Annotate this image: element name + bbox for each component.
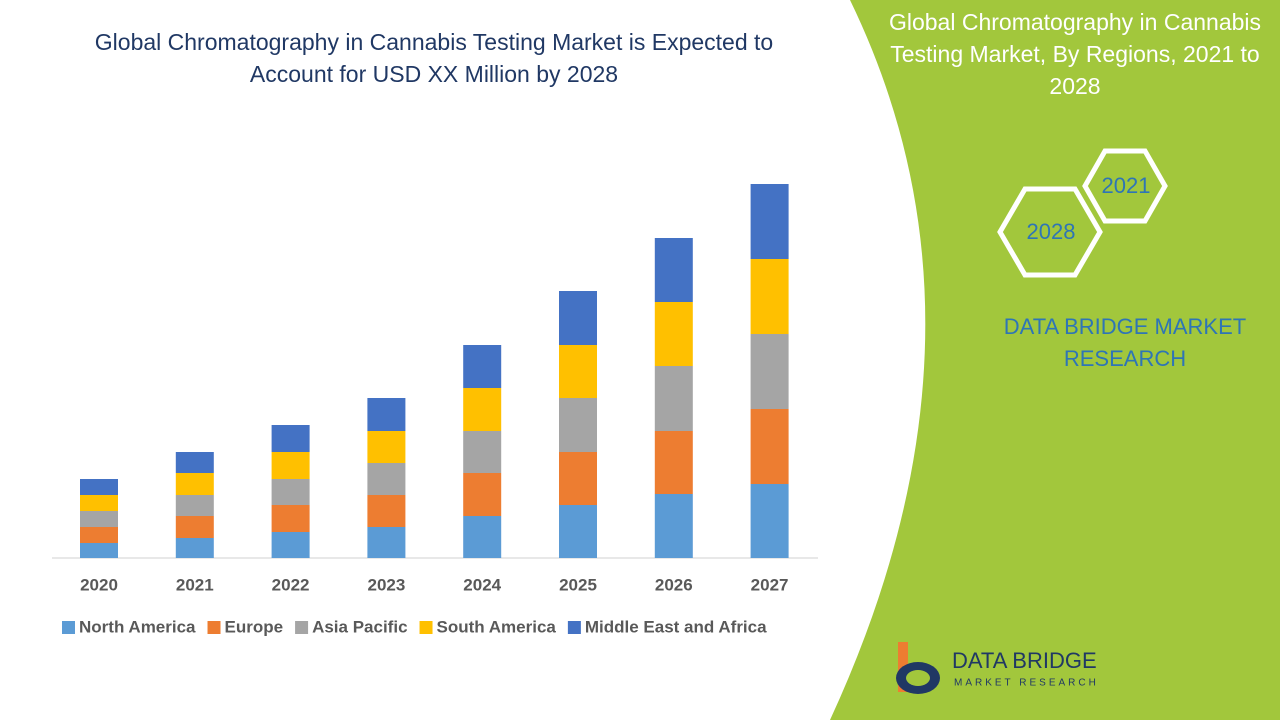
bar-segment xyxy=(559,398,597,452)
bar-segment xyxy=(175,473,214,495)
x-tick-label: 2020 xyxy=(80,575,118,594)
bar-segment xyxy=(654,431,693,494)
x-tick-label: 2025 xyxy=(559,575,597,594)
legend-label: Asia Pacific xyxy=(312,617,407,636)
hexagon xyxy=(1082,148,1168,224)
x-tick-label: 2027 xyxy=(751,575,789,594)
bar-segment xyxy=(175,538,214,558)
bar-segment xyxy=(271,532,310,558)
bar-segment xyxy=(80,543,118,558)
bar-segment xyxy=(750,184,789,259)
bar-segment xyxy=(750,409,789,484)
logo-tagline: MARKET RESEARCH xyxy=(954,678,1099,689)
bar-segment xyxy=(175,452,214,473)
bar-segment xyxy=(367,431,406,463)
x-tick-label: 2023 xyxy=(367,575,405,594)
bar-segment xyxy=(463,516,502,558)
legend-label: Middle East and Africa xyxy=(585,617,767,636)
bar-segment xyxy=(750,259,789,334)
brand: DATA BRIDGE MARKET RESEARCH xyxy=(1003,314,1247,371)
chart-title: Global Chromatography in Cannabis Testin… xyxy=(94,29,774,87)
x-tick-label: 2026 xyxy=(655,575,693,594)
bar-segment xyxy=(559,291,597,345)
bar-segment xyxy=(271,479,310,505)
bar-segment xyxy=(80,527,118,543)
legend-swatch xyxy=(207,621,221,634)
bar-segment xyxy=(271,425,310,452)
bar-segment xyxy=(271,505,310,532)
legend-label: Europe xyxy=(225,617,284,636)
bar-segment xyxy=(367,527,406,558)
legend-label: South America xyxy=(437,617,557,636)
legend-swatch xyxy=(295,621,309,634)
bar-segment xyxy=(654,238,693,302)
bar-segment xyxy=(463,345,502,388)
bar-segment xyxy=(463,431,502,473)
x-tick-label: 2021 xyxy=(176,575,214,594)
x-tick-label: 2022 xyxy=(272,575,310,594)
legend-swatch xyxy=(567,621,581,634)
hexagon-label: 2028 xyxy=(1027,219,1076,244)
bar-segment xyxy=(559,452,597,505)
legend-label: North America xyxy=(79,617,196,636)
hexagon-label: 2021 xyxy=(1102,173,1151,198)
bar-segment xyxy=(654,366,693,431)
bar-segment xyxy=(750,484,789,558)
bar-segment xyxy=(654,494,693,558)
x-tick-label: 2024 xyxy=(463,575,501,594)
bar-segment xyxy=(367,398,406,431)
side-title: Global Chromatography in Cannabis Testin… xyxy=(888,9,1262,99)
bar-segment xyxy=(559,345,597,398)
bar-segment xyxy=(80,479,118,495)
bar-segment xyxy=(559,505,597,558)
logo-name: DATA BRIDGE xyxy=(952,648,1097,673)
bar-segment xyxy=(175,516,214,538)
bar-segment xyxy=(463,473,502,516)
bar-segment xyxy=(80,495,118,511)
bar-segment xyxy=(271,452,310,479)
bar-segment xyxy=(463,388,502,431)
bar-segment xyxy=(80,511,118,527)
hexagon xyxy=(997,186,1103,278)
logo-icon xyxy=(896,642,940,694)
bar-segment xyxy=(750,334,789,409)
legend-swatch xyxy=(62,621,75,634)
bar-segment xyxy=(367,463,406,495)
bar-segment xyxy=(175,495,214,516)
bar-segment xyxy=(367,495,406,527)
legend-swatch xyxy=(419,621,433,634)
side-panel-bg xyxy=(830,0,1280,720)
bar-segment xyxy=(654,302,693,366)
